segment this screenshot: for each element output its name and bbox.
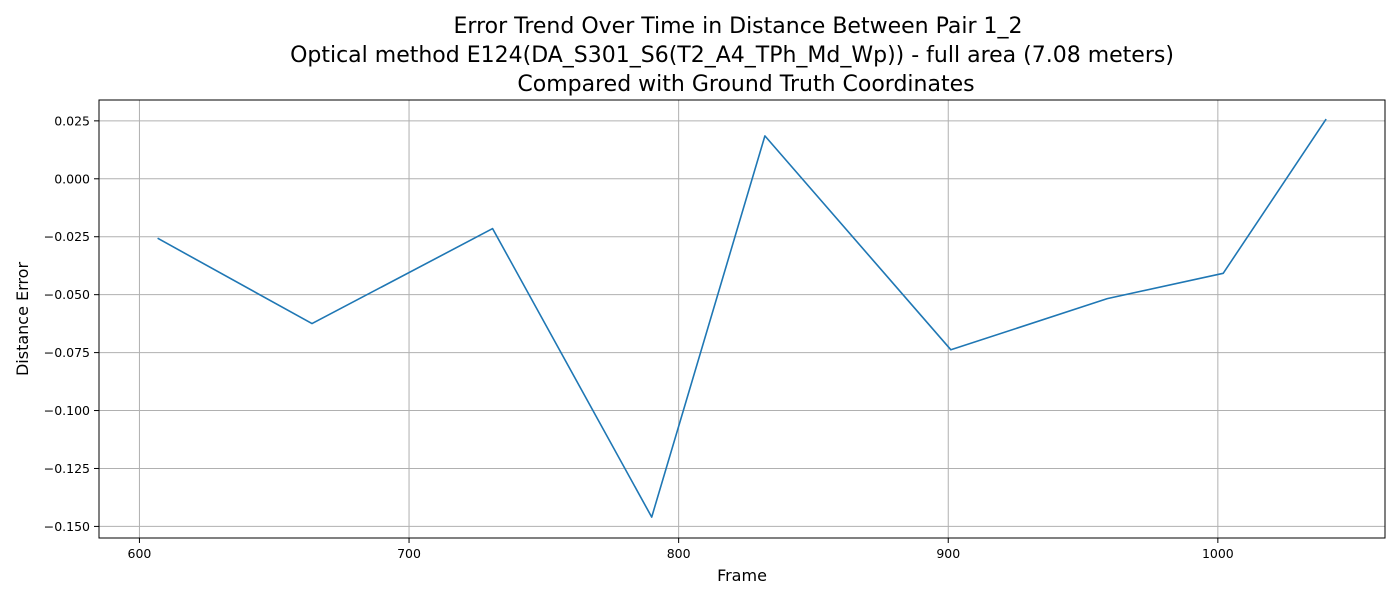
y-tick-label: 0.025 [54, 113, 90, 128]
y-tick-label: −0.025 [44, 229, 90, 244]
series-line [157, 118, 1327, 518]
x-axis-label: Frame [717, 566, 767, 585]
y-tick-label: −0.050 [44, 287, 90, 302]
chart-title-line-1: Error Trend Over Time in Distance Betwee… [454, 14, 1023, 39]
y-tick-label: −0.100 [44, 403, 90, 418]
series-layer [157, 118, 1327, 518]
y-tick-label: 0.000 [54, 171, 90, 186]
x-tick-label: 600 [128, 546, 152, 561]
y-tick-label: −0.075 [44, 345, 90, 360]
x-axis-ticks: 600 700 800 900 1000 [128, 538, 1234, 561]
x-tick-label: 900 [936, 546, 960, 561]
y-tick-label: −0.150 [44, 519, 90, 534]
chart-title: Error Trend Over Time in Distance Betwee… [290, 14, 1174, 97]
y-tick-label: −0.125 [44, 461, 90, 476]
plot-area-frame [98, 99, 1386, 539]
y-axis-label: Distance Error [13, 262, 32, 376]
x-tick-label: 800 [667, 546, 691, 561]
y-axis-ticks: 0.025 0.000 −0.025 −0.050 −0.075 −0.100 −0.125… [44, 113, 99, 534]
x-tick-label: 1000 [1202, 546, 1234, 561]
grid-lines [99, 100, 1385, 538]
x-tick-label: 700 [397, 546, 421, 561]
chart-title-line-2: Optical method E124(DA_S301_S6(T2_A4_TPh… [290, 43, 1174, 68]
chart-title-line-3: Compared with Ground Truth Coordinates [517, 72, 974, 97]
